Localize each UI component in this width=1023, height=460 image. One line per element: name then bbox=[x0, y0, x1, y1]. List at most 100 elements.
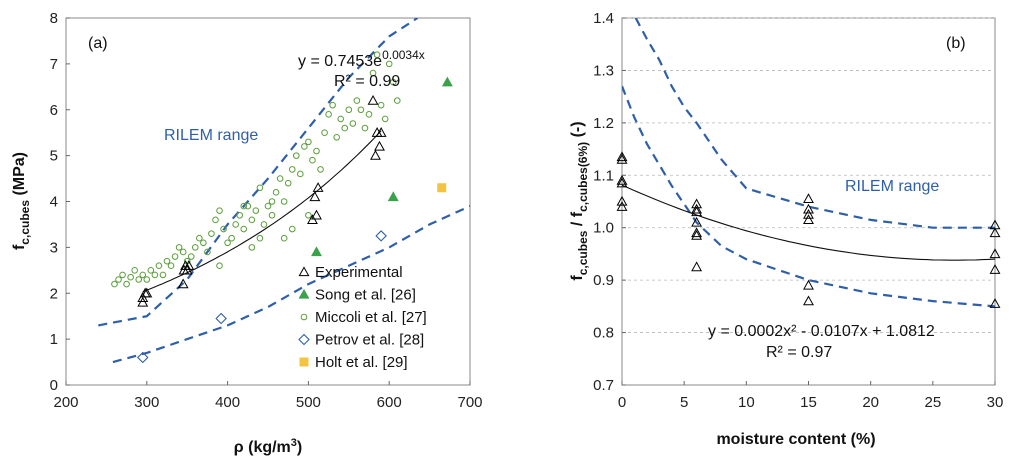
miccoli-et-al-27--point bbox=[236, 211, 244, 219]
miccoli-et-al-27--point bbox=[244, 202, 252, 210]
miccoli-et-al-27--point bbox=[272, 189, 280, 196]
trend-line bbox=[142, 130, 382, 293]
miccoli-et-al-27--point bbox=[377, 101, 385, 109]
experimental-point bbox=[691, 206, 703, 217]
miccoli-et-al-27--point bbox=[115, 276, 122, 283]
series-petrov-et-al-28- bbox=[136, 230, 387, 364]
panel-b-ylabel-sub2: c,cubes(6%) bbox=[576, 142, 590, 212]
rilem-lower-bound bbox=[112, 205, 470, 364]
experimental-point bbox=[616, 177, 628, 188]
miccoli-et-al-27--point bbox=[123, 280, 130, 288]
experimental-point bbox=[989, 298, 1001, 308]
experimental-point bbox=[691, 227, 703, 238]
panel-a-x-axis-label: ρ (kg/m3) bbox=[234, 437, 302, 456]
petrov-et-al-28--point bbox=[215, 312, 227, 325]
panel-a-equation: y = 0.7453e0.0034x bbox=[298, 48, 425, 70]
experimental-point bbox=[616, 151, 628, 162]
miccoli-et-al-27--point bbox=[317, 166, 324, 173]
song-et-al-26--point bbox=[387, 191, 399, 202]
y-tick-label: 5 bbox=[50, 148, 58, 165]
miccoli-et-al-27--point bbox=[353, 97, 361, 104]
miccoli-et-al-27--point bbox=[321, 129, 328, 136]
series-holt-et-al-29- bbox=[437, 183, 447, 193]
miccoli-et-al-27--point bbox=[163, 257, 171, 265]
experimental-point bbox=[616, 195, 628, 206]
miccoli-et-al-27--point bbox=[159, 271, 167, 279]
experimental-point bbox=[691, 203, 703, 214]
miccoli-et-al-27--point bbox=[135, 276, 143, 283]
y-tick-label: 6 bbox=[50, 102, 58, 119]
y-tick-label: 0 bbox=[50, 377, 58, 394]
miccoli-et-al-27--point bbox=[248, 216, 256, 224]
miccoli-et-al-27--point bbox=[288, 166, 296, 173]
panel-a-ylabel-sub: c,cubes bbox=[18, 200, 32, 245]
miccoli-et-al-27--point bbox=[389, 78, 397, 86]
y-tick-label: 1.2 bbox=[593, 115, 614, 132]
experimental-point bbox=[989, 248, 1001, 259]
miccoli-et-al-27--point bbox=[288, 225, 296, 233]
y-tick-label: 1.3 bbox=[593, 62, 614, 79]
y-tick-label: 1 bbox=[50, 331, 58, 348]
miccoli-et-al-27--point bbox=[143, 276, 151, 283]
miccoli-et-al-27--point bbox=[208, 230, 215, 237]
miccoli-et-al-27--point bbox=[216, 262, 223, 270]
song-et-al-26--point bbox=[441, 76, 453, 87]
miccoli-et-al-27--point bbox=[345, 106, 353, 114]
miccoli-et-al-27--point bbox=[337, 115, 345, 123]
x-tick-label: 10 bbox=[738, 394, 755, 411]
miccoli-et-al-27--point bbox=[381, 115, 389, 123]
miccoli-et-al-27--point bbox=[232, 221, 239, 228]
panel-a-equation-main: y = 0.7453e bbox=[298, 53, 382, 70]
panel-b-curves bbox=[622, 18, 995, 308]
legend-label: Song et al. [26] bbox=[315, 287, 416, 304]
y-tick-label: 3 bbox=[50, 239, 58, 256]
miccoli-et-al-27--point bbox=[361, 124, 369, 132]
miccoli-et-al-27--point bbox=[240, 225, 248, 233]
panel-a-ticks: 0 1 2 3 4 5 6 7 8 200 300 400 500 600 700 bbox=[50, 10, 483, 411]
miccoli-et-al-27--point bbox=[119, 271, 126, 279]
panel-b-ylabel-main: f bbox=[569, 275, 586, 281]
panel-b-ticks: 0.7 0.8 0.9 1.0 1.1 1.2 1.3 1.4 0 5 10 15 20 25 30 bbox=[593, 10, 1003, 411]
panel-a: 0 1 2 3 4 5 6 7 8 200 300 400 500 600 700 (a) y = 0.74… bbox=[11, 10, 483, 456]
miccoli-et-al-27--point bbox=[297, 170, 304, 178]
experimental-point bbox=[691, 216, 703, 227]
petrov-et-al-28--point bbox=[375, 230, 387, 242]
experimental-point bbox=[141, 287, 153, 298]
legend-item: Song et al. [26] bbox=[298, 287, 416, 304]
panel-b-ylabel-mid: / f bbox=[569, 211, 586, 230]
panel-b-label: (b) bbox=[946, 35, 966, 52]
panel-b-points bbox=[616, 151, 1001, 308]
miccoli-et-al-27--point bbox=[309, 156, 316, 164]
experimental-point bbox=[989, 227, 1001, 238]
miccoli-et-al-27--point bbox=[139, 271, 147, 279]
miccoli-et-al-27--point bbox=[187, 253, 195, 260]
x-tick-label: 400 bbox=[215, 394, 240, 411]
panel-b-rilem-range-label: RILEM range bbox=[845, 178, 939, 195]
legend-triangle-filled-point bbox=[298, 288, 310, 299]
miccoli-et-al-27--point bbox=[224, 239, 231, 247]
y-tick-label: 1.4 bbox=[593, 10, 614, 27]
miccoli-et-al-27--point bbox=[329, 101, 336, 109]
panel-a-ylabel-main: f bbox=[11, 244, 28, 250]
miccoli-et-al-27--point bbox=[301, 143, 308, 150]
x-tick-label: 25 bbox=[924, 394, 941, 411]
experimental-point bbox=[183, 260, 195, 270]
miccoli-et-al-27--point bbox=[228, 234, 235, 242]
experimental-point bbox=[803, 203, 814, 214]
experimental-point bbox=[616, 153, 628, 164]
miccoli-et-al-27--point bbox=[171, 253, 179, 260]
miccoli-et-al-27--point bbox=[216, 207, 223, 214]
panel-b-grid bbox=[622, 17, 995, 333]
experimental-point bbox=[803, 193, 814, 204]
experimental-point bbox=[374, 140, 385, 151]
miccoli-et-al-27--point bbox=[175, 244, 183, 251]
miccoli-et-al-27--point bbox=[196, 234, 203, 242]
miccoli-et-al-27--point bbox=[292, 152, 300, 159]
miccoli-et-al-27--point bbox=[280, 234, 288, 242]
panel-b-y-axis-label: fc,cubes / fc,cubes(6%) (-) bbox=[569, 121, 590, 280]
miccoli-et-al-27--point bbox=[305, 211, 312, 219]
experimental-point bbox=[691, 229, 703, 240]
miccoli-et-al-27--point bbox=[268, 198, 276, 205]
legend-triangle-open-point bbox=[298, 266, 310, 277]
